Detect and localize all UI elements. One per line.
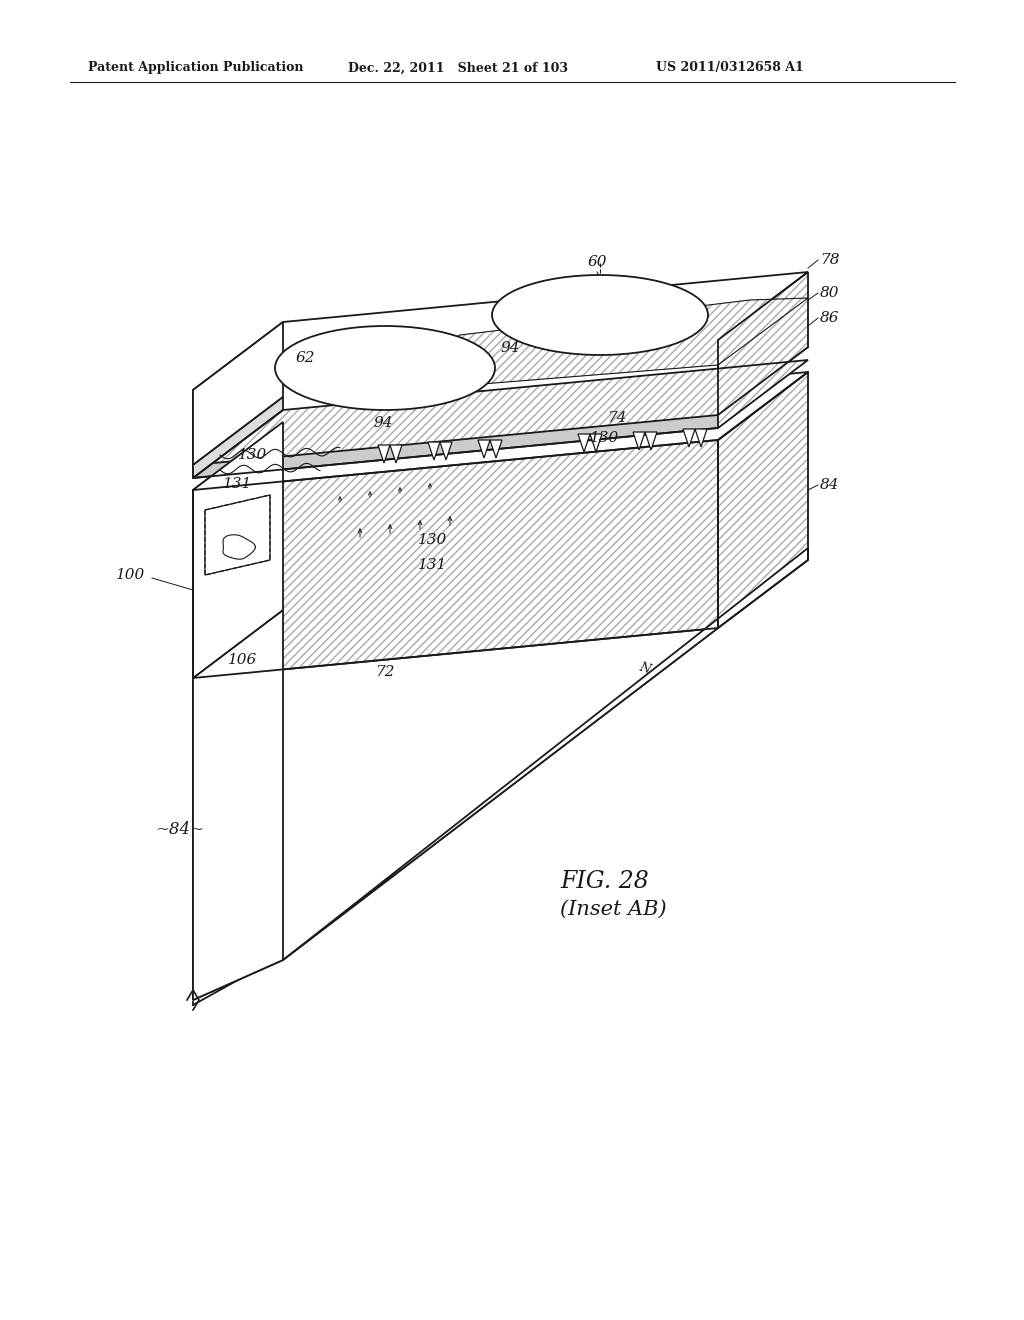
Text: 84: 84 <box>820 478 840 492</box>
Polygon shape <box>193 440 718 678</box>
Text: 74: 74 <box>607 411 627 425</box>
Text: Dec. 22, 2011   Sheet 21 of 103: Dec. 22, 2011 Sheet 21 of 103 <box>348 62 568 74</box>
Text: 62: 62 <box>295 351 314 366</box>
Polygon shape <box>683 429 695 447</box>
Ellipse shape <box>492 275 708 355</box>
Polygon shape <box>490 440 502 458</box>
Polygon shape <box>193 372 808 490</box>
Polygon shape <box>193 414 718 478</box>
Polygon shape <box>283 548 808 960</box>
Text: 131: 131 <box>419 558 447 572</box>
Text: 78: 78 <box>820 253 840 267</box>
Text: Patent Application Publication: Patent Application Publication <box>88 62 303 74</box>
Polygon shape <box>378 445 390 463</box>
Text: 106: 106 <box>228 653 258 667</box>
Polygon shape <box>193 322 283 465</box>
Text: 130: 130 <box>419 533 447 546</box>
Polygon shape <box>428 442 440 459</box>
Polygon shape <box>193 360 808 478</box>
Polygon shape <box>193 610 283 1001</box>
Polygon shape <box>193 272 808 389</box>
Text: FIG. 28: FIG. 28 <box>560 870 649 894</box>
Text: (Inset AB): (Inset AB) <box>560 900 667 919</box>
Text: 86: 86 <box>820 312 840 325</box>
Polygon shape <box>193 341 718 465</box>
Polygon shape <box>578 434 590 451</box>
Text: 130: 130 <box>239 447 267 462</box>
Text: 131: 131 <box>223 477 253 491</box>
Polygon shape <box>645 432 657 450</box>
Polygon shape <box>193 628 718 1001</box>
Polygon shape <box>590 434 602 451</box>
Text: 60: 60 <box>587 255 607 269</box>
Polygon shape <box>718 372 808 628</box>
Text: 130: 130 <box>591 432 620 445</box>
Polygon shape <box>390 445 402 463</box>
Text: 80: 80 <box>820 286 840 300</box>
Polygon shape <box>633 432 645 450</box>
Polygon shape <box>345 298 808 395</box>
Text: 94: 94 <box>374 416 393 430</box>
Polygon shape <box>718 272 808 414</box>
Text: N: N <box>638 660 652 676</box>
Polygon shape <box>695 429 707 447</box>
Polygon shape <box>193 397 283 478</box>
Text: US 2011/0312658 A1: US 2011/0312658 A1 <box>656 62 804 74</box>
Polygon shape <box>478 440 490 458</box>
Text: 100: 100 <box>116 568 145 582</box>
Ellipse shape <box>275 326 495 411</box>
Polygon shape <box>193 422 283 678</box>
Text: 72: 72 <box>375 665 394 678</box>
Text: ~84~: ~84~ <box>156 821 205 838</box>
Text: 94: 94 <box>501 341 520 355</box>
Polygon shape <box>440 442 452 459</box>
